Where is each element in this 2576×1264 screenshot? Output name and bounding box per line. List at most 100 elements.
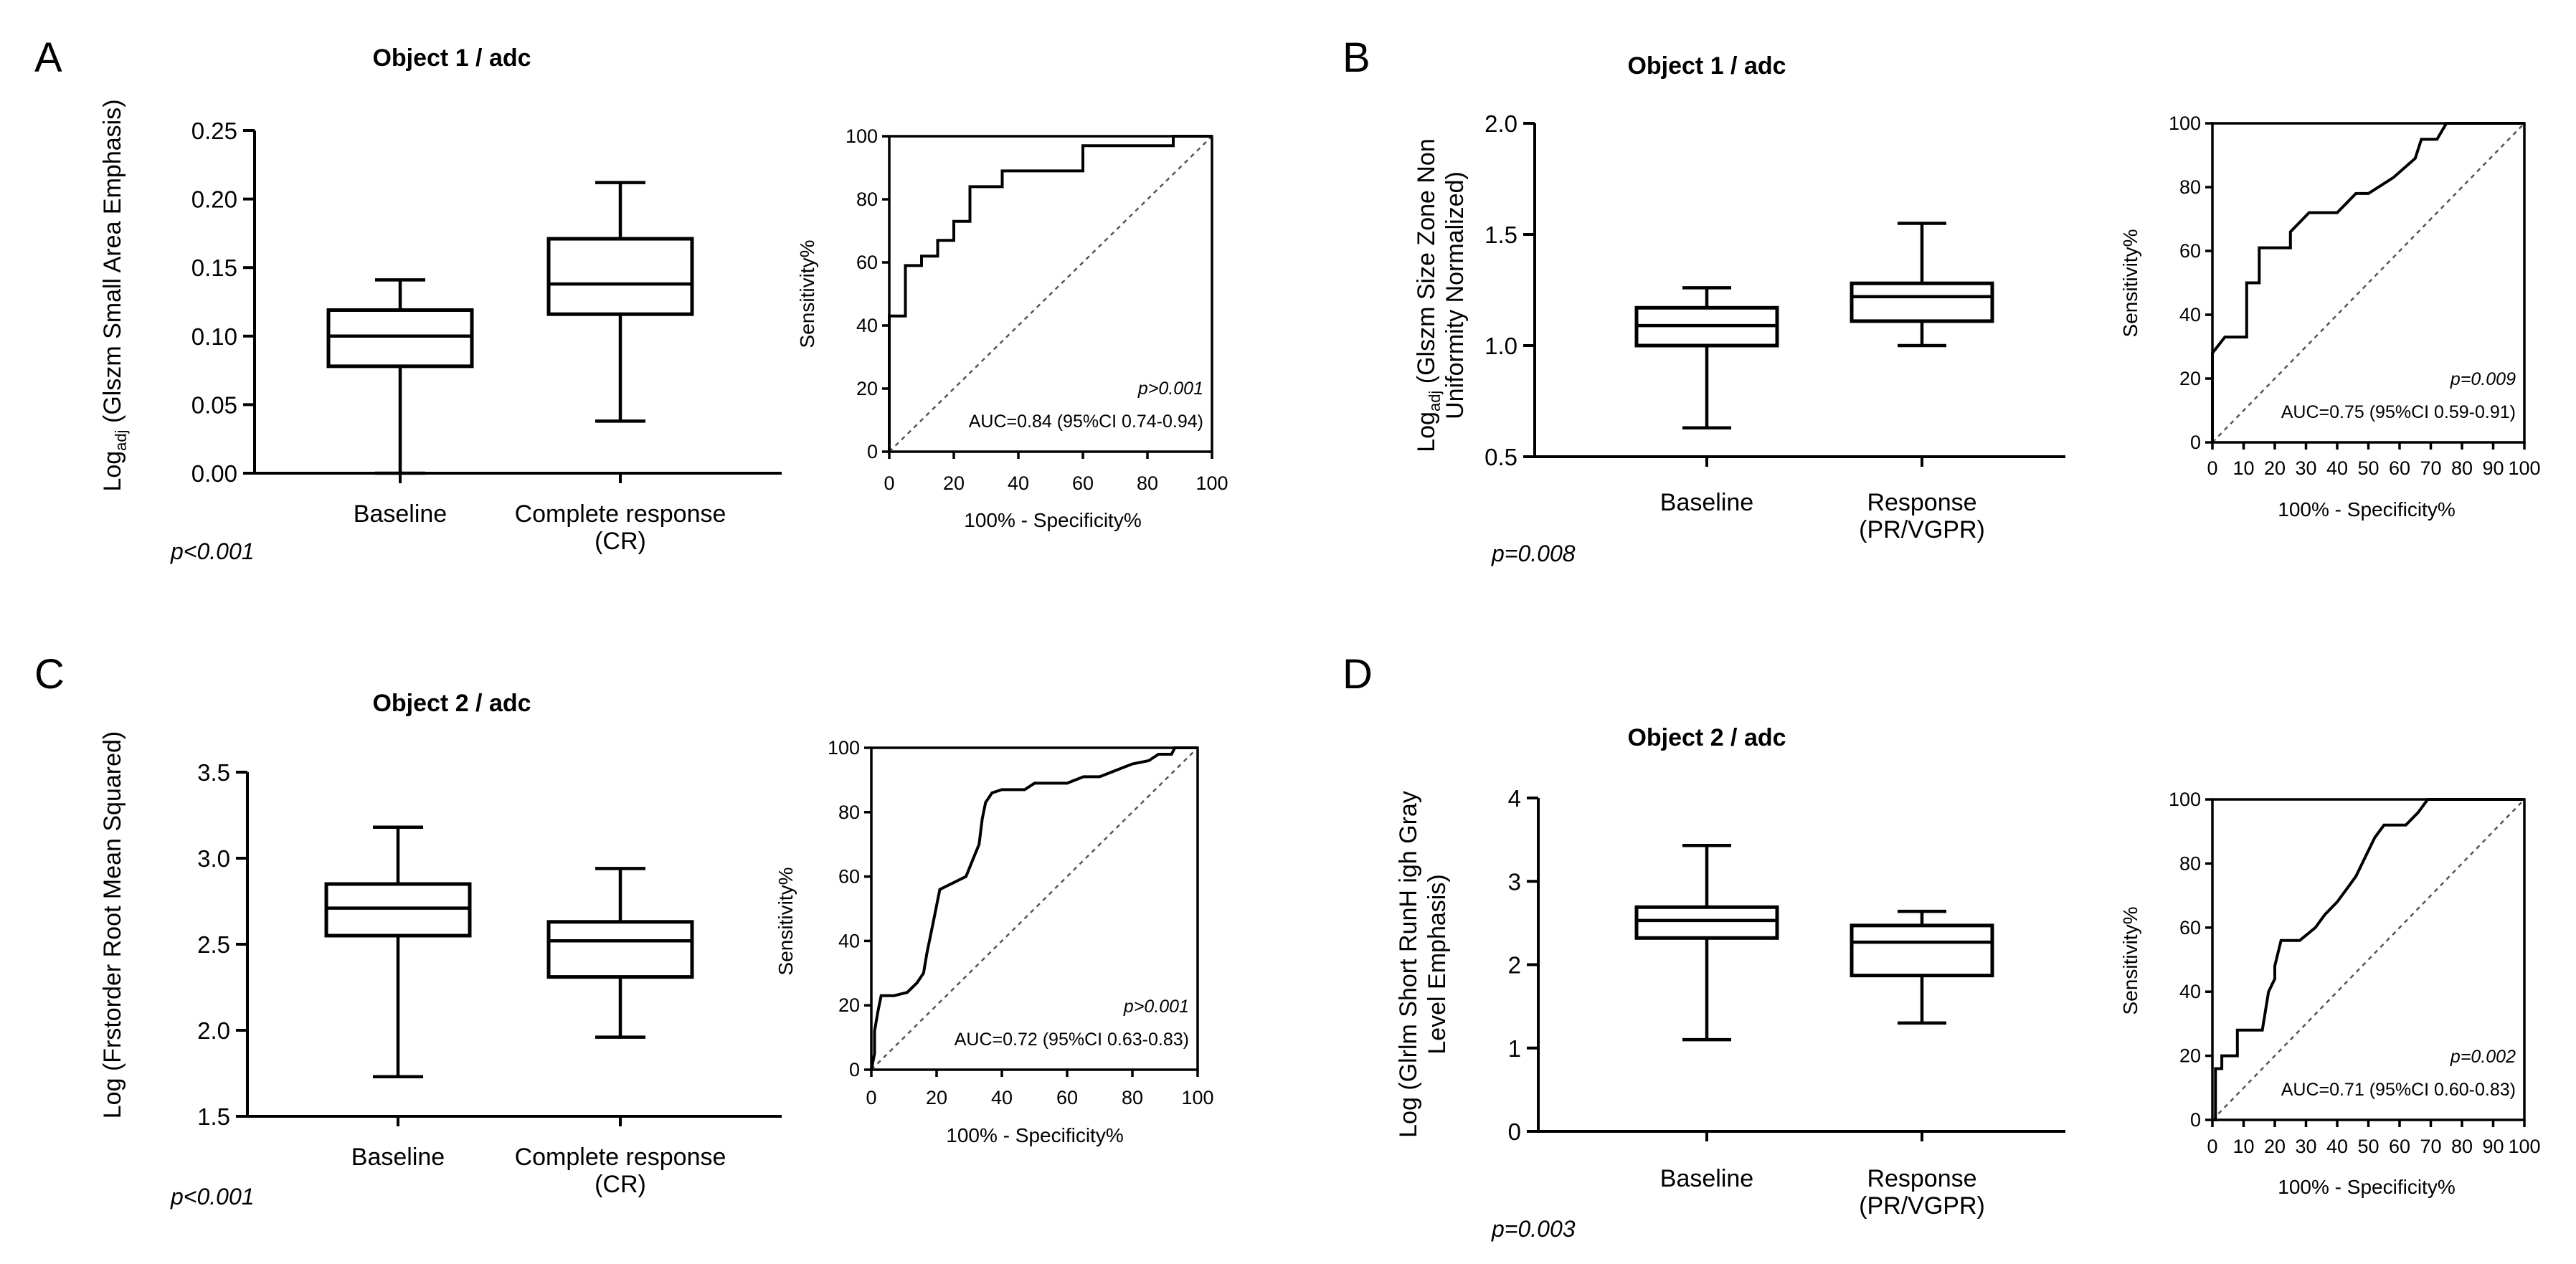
category-label: Baseline bbox=[1660, 1165, 1753, 1192]
iqr-box bbox=[1850, 923, 1994, 978]
roc-y-tick-label: 0 bbox=[849, 1059, 860, 1080]
y-tick-label: 2.0 bbox=[1484, 110, 1517, 137]
box-1 bbox=[1634, 286, 1779, 429]
roc-x-tick-label: 20 bbox=[2264, 1136, 2286, 1157]
p-value: p<0.001 bbox=[170, 1184, 255, 1210]
roc-x-tick-label: 20 bbox=[943, 472, 965, 494]
roc-curve bbox=[2211, 122, 2524, 442]
reference-diagonal bbox=[2212, 123, 2525, 443]
roc-y-tick-label: 0 bbox=[2190, 432, 2201, 453]
roc-chart: 0 10 20 30 40 50 60 70 80 90 100020406080100Sensit… bbox=[2119, 789, 2541, 1198]
box-2 bbox=[546, 867, 694, 1039]
roc-x-tick-label: 0 bbox=[2207, 457, 2217, 479]
category-label: Baseline bbox=[351, 1144, 445, 1171]
y-axis-title-subscript: adj bbox=[1426, 391, 1444, 412]
y-axis-title-rest: (Glszm Small Area Emphasis) bbox=[99, 99, 126, 429]
y-tick-label: 1.5 bbox=[1484, 222, 1517, 248]
roc-y-axis-title: Sensitivity% bbox=[775, 868, 797, 976]
box-1 bbox=[1634, 844, 1779, 1042]
box-1 bbox=[326, 278, 474, 475]
iqr-box bbox=[326, 308, 474, 369]
y-tick-label: 1.5 bbox=[197, 1103, 230, 1130]
roc-x-tick-label: 0 bbox=[884, 472, 894, 494]
category-label: (PR/VGPR) bbox=[1859, 516, 1985, 543]
y-tick-label: 0.20 bbox=[191, 186, 237, 213]
iqr-box bbox=[546, 237, 694, 316]
roc-curve bbox=[870, 746, 1198, 1070]
roc-y-tick-label: 60 bbox=[2179, 240, 2201, 262]
y-tick-label: 0.5 bbox=[1484, 444, 1517, 470]
panel-a: A Object 1 / adc 0.00 0.05 0.10 0.15 0.20 0.25 L… bbox=[34, 34, 1228, 564]
roc-p-value: p=0.002 bbox=[2450, 1047, 2516, 1067]
y-tick-label: 3 bbox=[1508, 868, 1521, 895]
y-axis-title: Log (Frstorder Root Mean Squared) bbox=[99, 731, 126, 1118]
category-label: (CR) bbox=[595, 528, 646, 555]
roc-curve bbox=[888, 135, 1212, 452]
roc-y-tick-label: 40 bbox=[838, 930, 860, 951]
roc-x-axis-title: 100% - Specificity% bbox=[2278, 1176, 2455, 1198]
iqr-box bbox=[324, 882, 472, 938]
y-axis-title: Logadj (Glszm Size Zone Non bbox=[1413, 138, 1444, 452]
panel-letter: D bbox=[1343, 651, 1373, 698]
panel-c: C Object 2 / adc 1.5 2.0 2.5 3.0 3.5 Log (Frsto… bbox=[34, 651, 1214, 1210]
roc-y-tick-label: 80 bbox=[2179, 852, 2201, 874]
roc-x-tick-label: 60 bbox=[2389, 1136, 2410, 1157]
y-axis-title: Logadj (Glszm Small Area Emphasis) bbox=[99, 99, 130, 491]
roc-x-tick-label: 80 bbox=[2451, 1136, 2473, 1157]
y-tick-label: 2.5 bbox=[197, 931, 230, 958]
roc-y-tick-label: 40 bbox=[856, 315, 878, 336]
roc-x-tick-label: 30 bbox=[2295, 1136, 2316, 1157]
category-label: Response bbox=[1867, 489, 1976, 516]
iqr-box bbox=[546, 920, 694, 979]
roc-x-tick-label: 40 bbox=[2326, 457, 2348, 479]
roc-y-tick-label: 80 bbox=[2179, 176, 2201, 198]
roc-frame bbox=[888, 135, 1213, 453]
roc-y-tick-label: 0 bbox=[867, 441, 878, 462]
roc-x-tick-label: 80 bbox=[1122, 1087, 1143, 1108]
p-value: p<0.001 bbox=[170, 538, 255, 564]
y-tick-label: 1.0 bbox=[1484, 333, 1517, 359]
roc-x-tick-label: 90 bbox=[2482, 457, 2504, 479]
reference-diagonal bbox=[871, 747, 1198, 1070]
roc-auc-label: AUC=0.84 (95%CI 0.74-0.94) bbox=[969, 412, 1203, 432]
panel-letter: B bbox=[1343, 34, 1370, 81]
y-tick-label: 1 bbox=[1508, 1035, 1521, 1062]
roc-x-tick-label: 80 bbox=[2451, 457, 2473, 479]
roc-y-tick-label: 0 bbox=[2190, 1109, 2201, 1131]
roc-p-value: p=0.009 bbox=[2450, 369, 2516, 389]
roc-y-tick-label: 20 bbox=[2179, 368, 2201, 389]
roc-x-tick-label: 50 bbox=[2357, 457, 2379, 479]
p-value: p=0.003 bbox=[1491, 1216, 1576, 1242]
category-label: Baseline bbox=[354, 500, 447, 528]
y-axis-title-main: Log (Glrlm Short RunH igh Gray bbox=[1395, 791, 1422, 1138]
roc-chart: 0 10 20 30 40 50 60 70 80 90 100020406080100Sensit… bbox=[2119, 113, 2541, 521]
y-tick-label: 3.5 bbox=[197, 759, 230, 786]
roc-y-tick-label: 60 bbox=[838, 866, 860, 888]
roc-chart: 0 20 40 60 80 100 0 20 40 60 80 100 Sensitivity% 100%… bbox=[796, 125, 1228, 531]
iqr-box bbox=[1850, 281, 1994, 323]
roc-x-tick-label: 0 bbox=[866, 1087, 876, 1108]
y-tick-label: 2 bbox=[1508, 952, 1521, 979]
box-2 bbox=[1850, 222, 1994, 348]
roc-y-tick-label: 20 bbox=[856, 378, 878, 399]
roc-x-tick-label: 30 bbox=[2295, 457, 2316, 479]
category-label: Complete response bbox=[515, 500, 726, 528]
roc-x-tick-label: 40 bbox=[2326, 1136, 2348, 1157]
panel-title: Object 2 / adc bbox=[372, 690, 531, 717]
roc-y-tick-label: 100 bbox=[2169, 113, 2201, 134]
panel-title: Object 1 / adc bbox=[372, 44, 531, 72]
roc-x-tick-label: 40 bbox=[1008, 472, 1029, 494]
roc-x-tick-label: 0 bbox=[2207, 1136, 2217, 1157]
roc-x-tick-label: 10 bbox=[2232, 457, 2254, 479]
roc-x-axis-title: 100% - Specificity% bbox=[964, 509, 1141, 531]
y-tick-label: 0.05 bbox=[191, 391, 237, 418]
y-tick-label: 0.10 bbox=[191, 323, 237, 350]
box-2 bbox=[546, 181, 694, 423]
roc-x-tick-label: 10 bbox=[2232, 1136, 2254, 1157]
y-axis-title-main: Log (Frstorder Root Mean Squared) bbox=[99, 731, 126, 1118]
panel-b: B Object 1 / adc 0.5 1.0 1.5 2.0 Logadj (Glszm… bbox=[1343, 34, 2541, 566]
category-label: (PR/VGPR) bbox=[1859, 1192, 1985, 1220]
roc-x-tick-label: 70 bbox=[2420, 1136, 2441, 1157]
reference-diagonal bbox=[889, 136, 1213, 452]
